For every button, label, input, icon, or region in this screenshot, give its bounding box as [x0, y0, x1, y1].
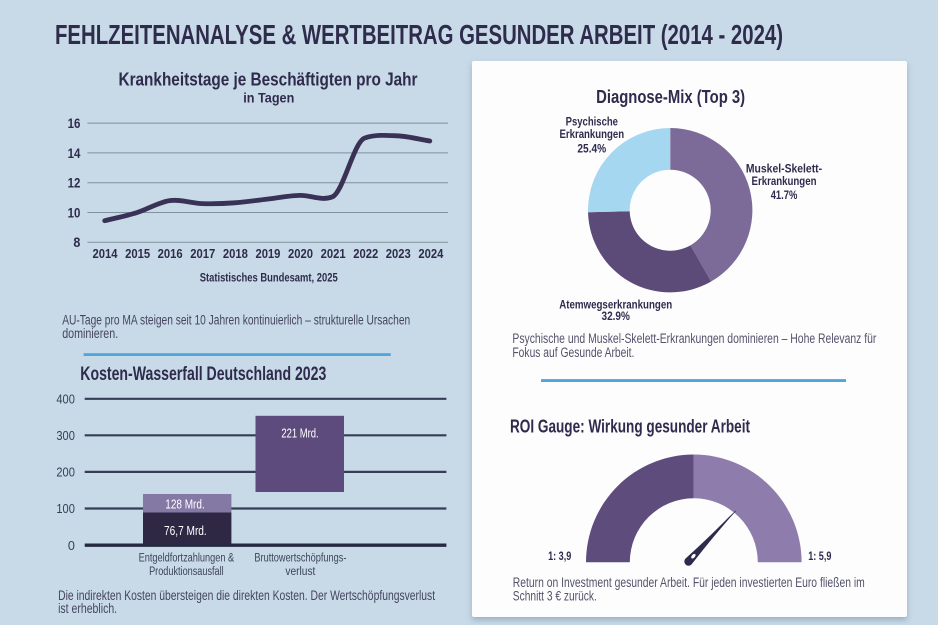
svg-text:Produktionsausfall: Produktionsausfall [149, 566, 224, 578]
svg-text:2014: 2014 [93, 247, 118, 261]
svg-text:ist erheblich.: ist erheblich. [58, 601, 117, 616]
svg-text:400: 400 [56, 391, 75, 406]
svg-text:76,7 Mrd.: 76,7 Mrd. [164, 524, 207, 538]
svg-text:200: 200 [56, 465, 75, 480]
svg-text:Kosten-Wasserfall Deutschland: Kosten-Wasserfall Deutschland 2023 [80, 364, 326, 385]
svg-text:2017: 2017 [190, 247, 215, 261]
svg-text:Krankheitstage je Beschäftigte: Krankheitstage je Beschäftigten pro Jahr [119, 68, 418, 89]
svg-text:2016: 2016 [158, 247, 183, 261]
svg-text:0: 0 [68, 538, 75, 553]
svg-text:1: 3,9: 1: 3,9 [548, 549, 571, 563]
svg-text:Fokus auf Gesunde Arbeit.: Fokus auf Gesunde Arbeit. [512, 345, 634, 360]
svg-text:221 Mrd.: 221 Mrd. [281, 426, 318, 440]
svg-text:AU-Tage pro MA steigen seit 10: AU-Tage pro MA steigen seit 10 Jahren ko… [62, 313, 410, 328]
svg-text:41.7%: 41.7% [771, 188, 798, 202]
svg-text:dominieren.: dominieren. [62, 326, 118, 341]
svg-text:100: 100 [56, 501, 75, 516]
svg-text:128 Mrd.: 128 Mrd. [165, 497, 205, 511]
svg-text:12: 12 [68, 176, 81, 191]
svg-text:2018: 2018 [223, 247, 248, 261]
svg-text:10: 10 [68, 205, 81, 220]
svg-text:2021: 2021 [321, 247, 346, 261]
svg-text:in Tagen: in Tagen [243, 91, 294, 106]
svg-text:2023: 2023 [386, 247, 411, 261]
svg-text:Statistisches Bundesamt, 2025: Statistisches Bundesamt, 2025 [200, 273, 338, 285]
svg-text:Psychische: Psychische [566, 115, 619, 129]
svg-text:Die indirekten Kosten überstei: Die indirekten Kosten übersteigen die di… [58, 588, 435, 603]
svg-text:Atemwegserkrankungen: Atemwegserkrankungen [559, 297, 672, 311]
svg-text:32.9%: 32.9% [602, 309, 631, 323]
svg-text:verlust: verlust [285, 566, 316, 578]
svg-text:FEHLZEITENANALYSE & WERTBEITRA: FEHLZEITENANALYSE & WERTBEITRAG GESUNDER… [55, 19, 783, 50]
svg-text:2019: 2019 [255, 247, 280, 261]
svg-text:14: 14 [68, 146, 81, 161]
svg-text:ROI Gauge: Wirkung gesunder Ar: ROI Gauge: Wirkung gesunder Arbeit [510, 417, 750, 437]
svg-text:Schnitt 3 € zurück.: Schnitt 3 € zurück. [513, 589, 597, 604]
svg-text:Erkrankungen: Erkrankungen [559, 127, 624, 141]
svg-text:300: 300 [56, 428, 75, 443]
svg-text:Psychische und Muskel-Skelett-: Psychische und Muskel-Skelett-Erkrankung… [512, 331, 876, 346]
svg-text:Return on Investment gesunder: Return on Investment gesunder Arbeit. Fü… [513, 575, 865, 590]
svg-text:25.4%: 25.4% [577, 141, 606, 155]
svg-text:Diagnose-Mix (Top 3): Diagnose-Mix (Top 3) [596, 87, 745, 107]
svg-text:2020: 2020 [288, 247, 313, 261]
svg-text:Entgeldfortzahlungen &: Entgeldfortzahlungen & [139, 553, 235, 565]
svg-text:2022: 2022 [353, 247, 378, 261]
svg-text:1: 5,9: 1: 5,9 [808, 549, 831, 563]
svg-text:Bruttowertschöpfungs-: Bruttowertschöpfungs- [254, 553, 346, 565]
svg-text:Muskel-Skelett-: Muskel-Skelett- [746, 161, 822, 175]
svg-text:2024: 2024 [418, 247, 443, 261]
svg-text:8: 8 [73, 235, 80, 250]
svg-text:2015: 2015 [125, 247, 150, 261]
svg-text:Erkrankungen: Erkrankungen [752, 174, 817, 188]
svg-text:16: 16 [68, 116, 81, 131]
